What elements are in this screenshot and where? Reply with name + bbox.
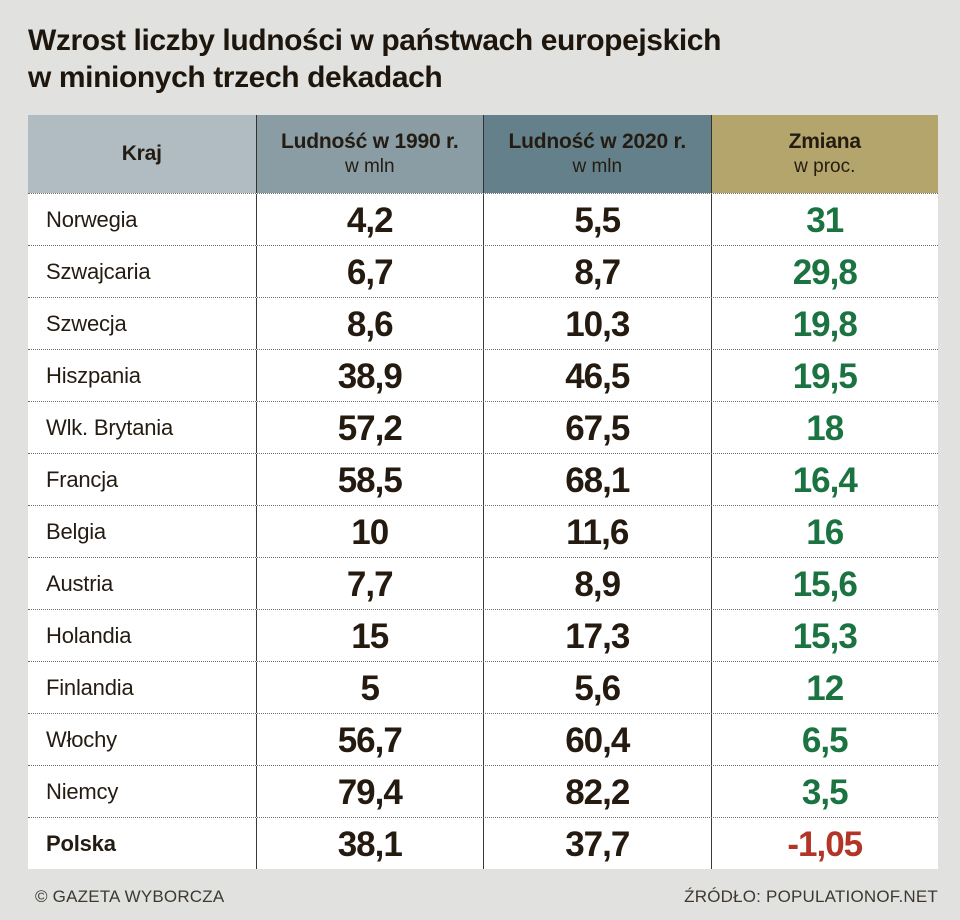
change-cell: 16,4 (710, 454, 939, 505)
pop2020-cell: 37,7 (483, 818, 711, 869)
pop1990-cell: 79,4 (255, 766, 484, 817)
header-cell-pop1990: Ludność w 1990 r. w mln (255, 115, 483, 193)
pop1990-cell: 58,5 (255, 454, 484, 505)
copyright-text: © GAZETA WYBORCZA (35, 887, 225, 906)
country-cell: Austria (46, 570, 114, 596)
page-title-line2: w minionych trzech dekadach (28, 61, 443, 94)
table-row: Polska 38,1 37,7 -1,05 (28, 817, 938, 869)
table-row: Włochy 56,7 60,4 6,5 (28, 713, 938, 765)
header-cell-country: Kraj (28, 115, 256, 193)
pop1990-cell: 38,9 (255, 350, 484, 401)
pop1990-cell: 6,7 (255, 246, 484, 297)
pop1990-cell: 57,2 (255, 402, 484, 453)
header-sub-pop1990: w mln (344, 156, 395, 177)
country-cell: Włochy (46, 726, 117, 752)
change-cell: 16 (710, 506, 939, 557)
table-row: Wlk. Brytania 57,2 67,5 18 (28, 401, 938, 453)
table-row: Belgia 10 11,6 16 (28, 505, 938, 557)
footer: © GAZETA WYBORCZA ŹRÓDŁO: POPULATIONOF.N… (0, 884, 960, 910)
pop2020-cell: 5,5 (483, 194, 711, 245)
table-body: Norwegia 4,2 5,5 31 Szwajcaria 6,7 8,7 29,8 Szwe… (28, 193, 938, 869)
header-label-pop2020: Ludność w 2020 r. (508, 130, 687, 153)
pop2020-cell: 17,3 (483, 610, 711, 661)
country-cell: Belgia (46, 518, 106, 544)
pop1990-cell: 5 (255, 662, 484, 713)
change-cell: 12 (710, 662, 939, 713)
pop2020-cell: 8,9 (483, 558, 711, 609)
header-sub-change: w proc. (794, 156, 856, 177)
table-row: Hiszpania 38,9 46,5 19,5 (28, 349, 938, 401)
change-cell: 15,6 (710, 558, 939, 609)
change-cell: 18 (710, 402, 939, 453)
population-table: Kraj Ludność w 1990 r. w mln Ludność w 2… (28, 115, 938, 869)
pop1990-cell: 15 (255, 610, 484, 661)
country-cell: Szwajcaria (46, 258, 151, 284)
header-cell-change: Zmiana w proc. (710, 115, 938, 193)
pop1990-cell: 56,7 (255, 714, 484, 765)
change-cell: 15,3 (710, 610, 939, 661)
table-row: Austria 7,7 8,9 15,6 (28, 557, 938, 609)
pop2020-cell: 68,1 (483, 454, 711, 505)
header-cell-pop2020: Ludność w 2020 r. w mln (483, 115, 711, 193)
pop1990-cell: 7,7 (255, 558, 484, 609)
pop2020-cell: 67,5 (483, 402, 711, 453)
change-cell: 3,5 (710, 766, 939, 817)
table-row: Finlandia 5 5,6 12 (28, 661, 938, 713)
country-cell: Szwecja (46, 310, 127, 336)
country-cell: Norwegia (46, 206, 138, 232)
header-label-change: Zmiana (788, 130, 862, 153)
country-cell: Holandia (46, 622, 132, 648)
pop1990-cell: 38,1 (255, 818, 484, 869)
pop1990-cell: 10 (255, 506, 484, 557)
country-cell: Hiszpania (46, 362, 141, 388)
change-cell: 29,8 (710, 246, 939, 297)
table-row: Holandia 15 17,3 15,3 (28, 609, 938, 661)
pop2020-cell: 11,6 (483, 506, 711, 557)
change-cell: 19,8 (710, 298, 939, 349)
page-title-line1: Wzrost liczby ludności w państwach europ… (28, 24, 722, 57)
header-sub-pop2020: w mln (572, 156, 623, 177)
pop2020-cell: 46,5 (483, 350, 711, 401)
table-row: Norwegia 4,2 5,5 31 (28, 193, 938, 245)
header-label-pop1990: Ludność w 1990 r. (281, 130, 459, 153)
country-cell: Polska (46, 830, 116, 856)
pop1990-cell: 8,6 (255, 298, 484, 349)
table-header: Kraj Ludność w 1990 r. w mln Ludność w 2… (28, 115, 938, 193)
change-cell: -1,05 (710, 818, 939, 869)
pop2020-cell: 82,2 (483, 766, 711, 817)
country-cell: Wlk. Brytania (46, 414, 173, 440)
page-title: Wzrost liczby ludności w państwach europ… (28, 22, 933, 96)
pop1990-cell: 4,2 (255, 194, 484, 245)
source-text: ŹRÓDŁO: POPULATIONOF.NET (684, 887, 938, 906)
table-row: Szwecja 8,6 10,3 19,8 (28, 297, 938, 349)
change-cell: 31 (710, 194, 939, 245)
country-cell: Francja (46, 466, 118, 492)
pop2020-cell: 5,6 (483, 662, 711, 713)
pop2020-cell: 8,7 (483, 246, 711, 297)
pop2020-cell: 10,3 (483, 298, 711, 349)
table-row: Szwajcaria 6,7 8,7 29,8 (28, 245, 938, 297)
header-label-country: Kraj (121, 142, 162, 165)
change-cell: 19,5 (710, 350, 939, 401)
country-cell: Finlandia (46, 674, 134, 700)
country-cell: Niemcy (46, 778, 119, 804)
change-cell: 6,5 (710, 714, 939, 765)
pop2020-cell: 60,4 (483, 714, 711, 765)
table-row: Niemcy 79,4 82,2 3,5 (28, 765, 938, 817)
table-row: Francja 58,5 68,1 16,4 (28, 453, 938, 505)
